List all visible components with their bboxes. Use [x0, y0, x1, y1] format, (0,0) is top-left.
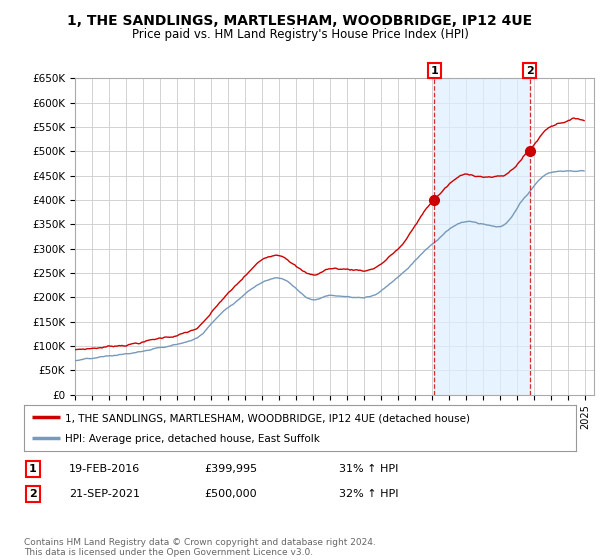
Text: 2: 2 — [526, 66, 533, 76]
Text: 21-SEP-2021: 21-SEP-2021 — [69, 489, 140, 499]
Text: £500,000: £500,000 — [204, 489, 257, 499]
Text: 32% ↑ HPI: 32% ↑ HPI — [339, 489, 398, 499]
Text: £399,995: £399,995 — [204, 464, 257, 474]
Text: 31% ↑ HPI: 31% ↑ HPI — [339, 464, 398, 474]
Text: 19-FEB-2016: 19-FEB-2016 — [69, 464, 140, 474]
Text: 1: 1 — [431, 66, 438, 76]
Bar — [434, 78, 530, 395]
Text: 1, THE SANDLINGS, MARTLESHAM, WOODBRIDGE, IP12 4UE: 1, THE SANDLINGS, MARTLESHAM, WOODBRIDGE… — [67, 14, 533, 28]
Text: 2: 2 — [29, 489, 37, 499]
Text: 1: 1 — [29, 464, 37, 474]
Text: Price paid vs. HM Land Registry's House Price Index (HPI): Price paid vs. HM Land Registry's House … — [131, 28, 469, 41]
Text: HPI: Average price, detached house, East Suffolk: HPI: Average price, detached house, East… — [65, 435, 320, 444]
Text: 1, THE SANDLINGS, MARTLESHAM, WOODBRIDGE, IP12 4UE (detached house): 1, THE SANDLINGS, MARTLESHAM, WOODBRIDGE… — [65, 413, 470, 423]
Text: Contains HM Land Registry data © Crown copyright and database right 2024.
This d: Contains HM Land Registry data © Crown c… — [24, 538, 376, 557]
